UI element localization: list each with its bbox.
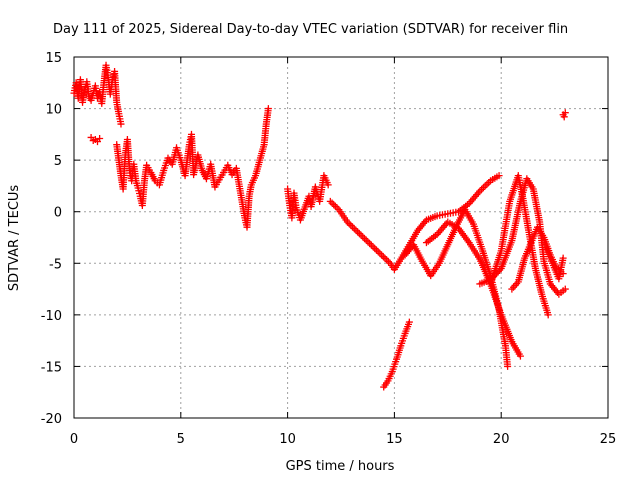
x-tick-label: 20	[493, 432, 510, 447]
x-tick-label: 0	[70, 432, 78, 447]
data-point	[504, 362, 512, 370]
axes	[73, 56, 609, 419]
x-tick-label: 15	[386, 432, 403, 447]
data-point	[560, 113, 568, 121]
y-tick-label: 15	[45, 51, 62, 66]
series-late-loop-f	[542, 244, 567, 283]
series-isolated	[559, 109, 569, 121]
series-early-morning-high	[70, 61, 125, 128]
tick-labels: 0 5 10 15 20 25 -20 -15 -10 -5 0 5 10 15	[41, 51, 617, 447]
data-point	[559, 254, 567, 262]
data-point	[516, 352, 524, 360]
series-morning-decline	[113, 105, 272, 231]
series-afternoon-dip	[380, 318, 413, 391]
data-point	[561, 285, 569, 293]
data-point	[495, 172, 503, 180]
data-point	[544, 311, 552, 319]
y-tick-label: 0	[54, 206, 62, 221]
x-axis-label: GPS time / hours	[286, 459, 395, 474]
y-tick-label: 5	[54, 154, 62, 169]
series-late-loop-b	[422, 218, 524, 360]
y-tick-label: -10	[41, 309, 62, 324]
series-early-morning-low	[87, 133, 104, 146]
x-tick-label: 25	[600, 432, 617, 447]
data-point	[264, 105, 272, 113]
data-point	[117, 120, 125, 128]
plot-frame	[73, 56, 609, 419]
data-point	[324, 181, 332, 189]
data-point	[561, 109, 569, 117]
x-tick-label: 5	[177, 432, 185, 447]
y-tick-label: -20	[41, 412, 62, 427]
data-point	[96, 134, 104, 142]
y-tick-label: 10	[45, 103, 62, 118]
data-point	[405, 318, 413, 326]
series-late-loop-d	[487, 172, 552, 319]
data-points	[70, 61, 569, 391]
y-axis-label: SDTVAR / TECUs	[7, 185, 22, 292]
x-tick-label: 10	[279, 432, 296, 447]
series-midday-scatter	[284, 172, 332, 224]
y-tick-label: -15	[41, 360, 62, 375]
y-tick-label: -5	[49, 257, 62, 272]
chart-title: Day 111 of 2025, Sidereal Day-to-day VTE…	[53, 22, 568, 37]
